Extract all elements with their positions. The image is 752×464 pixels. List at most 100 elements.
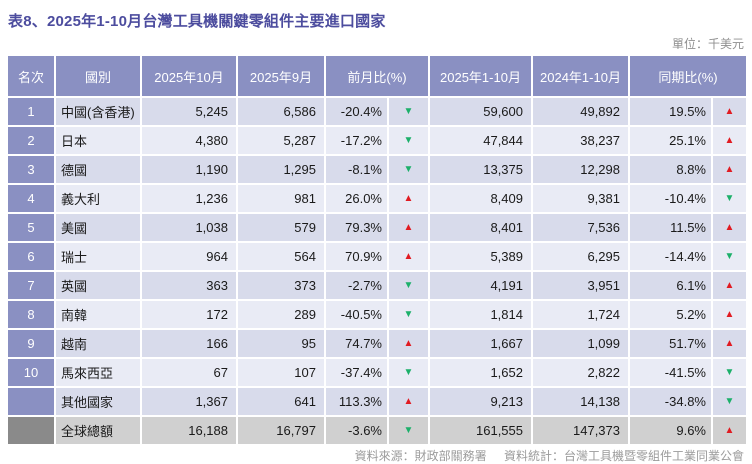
yoy-percent-value: 19.5% [630, 98, 711, 125]
mom-trend-icon: ▲ [389, 214, 428, 241]
header-sep-2025: 2025年9月 [238, 56, 324, 96]
oct-2025-value: 964 [142, 243, 236, 270]
rank-cell: 8 [8, 301, 54, 328]
mom-percent-value: -20.4% [326, 98, 387, 125]
sep-2025-value: 579 [238, 214, 324, 241]
table-row: 8 南韓 172 289 -40.5% ▼ 1,814 1,724 5.2% ▲ [8, 301, 746, 328]
country-cell: 瑞士 [56, 243, 140, 270]
mom-trend-icon: ▼ [389, 301, 428, 328]
yoy-trend-icon: ▲ [713, 214, 746, 241]
sep-2025-value: 107 [238, 359, 324, 386]
rank-cell: 10 [8, 359, 54, 386]
yoy-trend-icon: ▼ [713, 243, 746, 270]
rank-cell: 3 [8, 156, 54, 183]
country-cell: 美國 [56, 214, 140, 241]
table-row: 2 日本 4,380 5,287 -17.2% ▼ 47,844 38,237 … [8, 127, 746, 154]
oct-2025-value: 1,236 [142, 185, 236, 212]
yoy-percent-value: 6.1% [630, 272, 711, 299]
sep-2025-value: 95 [238, 330, 324, 357]
yoy-trend-icon: ▲ [713, 156, 746, 183]
oct-2025-value: 16,188 [142, 417, 236, 444]
ytd-2024-value: 7,536 [533, 214, 628, 241]
ytd-2025-value: 8,401 [430, 214, 531, 241]
yoy-trend-icon: ▼ [713, 388, 746, 415]
country-cell: 全球總額 [56, 417, 140, 444]
table-row: 3 德國 1,190 1,295 -8.1% ▼ 13,375 12,298 8… [8, 156, 746, 183]
mom-percent-value: 79.3% [326, 214, 387, 241]
ytd-2024-value: 3,951 [533, 272, 628, 299]
data-source-label: 資料來源：財政部關務署 [354, 449, 487, 463]
ytd-2024-value: 2,822 [533, 359, 628, 386]
country-cell: 英國 [56, 272, 140, 299]
rank-cell: 7 [8, 272, 54, 299]
header-ytd-2024: 2024年1-10月 [533, 56, 628, 96]
country-cell: 南韓 [56, 301, 140, 328]
sep-2025-value: 564 [238, 243, 324, 270]
yoy-trend-icon: ▲ [713, 272, 746, 299]
oct-2025-value: 1,038 [142, 214, 236, 241]
yoy-trend-icon: ▼ [713, 359, 746, 386]
ytd-2024-value: 38,237 [533, 127, 628, 154]
mom-trend-icon: ▼ [389, 359, 428, 386]
country-cell: 義大利 [56, 185, 140, 212]
table-row: 5 美國 1,038 579 79.3% ▲ 8,401 7,536 11.5%… [8, 214, 746, 241]
table-row: 全球總額 16,188 16,797 -3.6% ▼ 161,555 147,3… [8, 417, 746, 444]
table-row: 7 英國 363 373 -2.7% ▼ 4,191 3,951 6.1% ▲ [8, 272, 746, 299]
yoy-trend-icon: ▲ [713, 98, 746, 125]
sep-2025-value: 289 [238, 301, 324, 328]
table-row: 9 越南 166 95 74.7% ▲ 1,667 1,099 51.7% ▲ [8, 330, 746, 357]
ytd-2025-value: 4,191 [430, 272, 531, 299]
ytd-2025-value: 8,409 [430, 185, 531, 212]
yoy-percent-value: 5.2% [630, 301, 711, 328]
yoy-percent-value: 25.1% [630, 127, 711, 154]
mom-percent-value: -40.5% [326, 301, 387, 328]
header-mom-percent: 前月比(%) [326, 56, 428, 96]
mom-trend-icon: ▲ [389, 185, 428, 212]
oct-2025-value: 5,245 [142, 98, 236, 125]
country-cell: 日本 [56, 127, 140, 154]
ytd-2025-value: 5,389 [430, 243, 531, 270]
mom-trend-icon: ▲ [389, 388, 428, 415]
ytd-2025-value: 9,213 [430, 388, 531, 415]
mom-percent-value: 70.9% [326, 243, 387, 270]
yoy-percent-value: 9.6% [630, 417, 711, 444]
data-stats-label: 資料統計：台灣工具機暨零組件工業同業公會 [503, 449, 744, 463]
header-ytd-2025: 2025年1-10月 [430, 56, 531, 96]
ytd-2025-value: 47,844 [430, 127, 531, 154]
ytd-2024-value: 49,892 [533, 98, 628, 125]
yoy-percent-value: -10.4% [630, 185, 711, 212]
unit-label: 單位：千美元 [671, 37, 744, 51]
yoy-trend-icon: ▲ [713, 417, 746, 444]
rank-cell: 5 [8, 214, 54, 241]
sep-2025-value: 16,797 [238, 417, 324, 444]
ytd-2025-value: 1,814 [430, 301, 531, 328]
rank-cell: 1 [8, 98, 54, 125]
table-row: 其他國家 1,367 641 113.3% ▲ 9,213 14,138 -34… [8, 388, 746, 415]
yoy-percent-value: 8.8% [630, 156, 711, 183]
yoy-percent-value: 51.7% [630, 330, 711, 357]
oct-2025-value: 363 [142, 272, 236, 299]
import-countries-table: 名次 國別 2025年10月 2025年9月 前月比(%) 2025年1-10月… [8, 56, 746, 444]
header-oct-2025: 2025年10月 [142, 56, 236, 96]
table-row: 6 瑞士 964 564 70.9% ▲ 5,389 6,295 -14.4% … [8, 243, 746, 270]
table-body: 1 中國(含香港) 5,245 6,586 -20.4% ▼ 59,600 49… [8, 98, 746, 444]
yoy-trend-icon: ▼ [713, 185, 746, 212]
ytd-2025-value: 1,652 [430, 359, 531, 386]
mom-trend-icon: ▲ [389, 243, 428, 270]
mom-trend-icon: ▼ [389, 417, 428, 444]
oct-2025-value: 172 [142, 301, 236, 328]
mom-trend-icon: ▼ [389, 156, 428, 183]
sep-2025-value: 5,287 [238, 127, 324, 154]
mom-percent-value: 26.0% [326, 185, 387, 212]
ytd-2025-value: 161,555 [430, 417, 531, 444]
yoy-trend-icon: ▲ [713, 330, 746, 357]
ytd-2024-value: 12,298 [533, 156, 628, 183]
country-cell: 越南 [56, 330, 140, 357]
sep-2025-value: 373 [238, 272, 324, 299]
country-cell: 中國(含香港) [56, 98, 140, 125]
yoy-trend-icon: ▲ [713, 301, 746, 328]
oct-2025-value: 1,190 [142, 156, 236, 183]
yoy-percent-value: -14.4% [630, 243, 711, 270]
table-row: 1 中國(含香港) 5,245 6,586 -20.4% ▼ 59,600 49… [8, 98, 746, 125]
oct-2025-value: 166 [142, 330, 236, 357]
